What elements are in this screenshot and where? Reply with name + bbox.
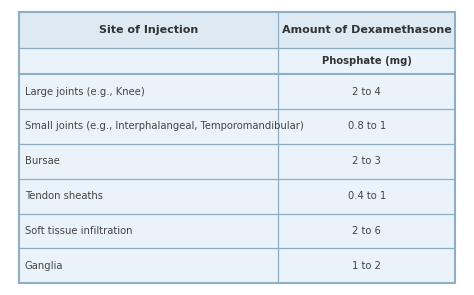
Text: 1 to 2: 1 to 2 xyxy=(352,261,381,271)
Bar xyxy=(19,109,278,144)
Bar xyxy=(19,248,278,283)
Bar xyxy=(278,214,455,248)
Text: 0.8 to 1: 0.8 to 1 xyxy=(347,122,386,132)
Text: Ganglia: Ganglia xyxy=(25,261,63,271)
Text: Tendon sheaths: Tendon sheaths xyxy=(25,191,103,201)
Text: Site of Injection: Site of Injection xyxy=(99,25,198,35)
Text: Small joints (e.g., Interphalangeal, Temporomandibular): Small joints (e.g., Interphalangeal, Tem… xyxy=(25,122,303,132)
Bar xyxy=(19,214,278,248)
Bar xyxy=(19,48,278,74)
Text: Large joints (e.g., Knee): Large joints (e.g., Knee) xyxy=(25,87,145,97)
Text: 2 to 4: 2 to 4 xyxy=(352,87,381,97)
Bar xyxy=(19,144,278,179)
Text: Amount of Dexamethasone: Amount of Dexamethasone xyxy=(282,25,452,35)
Bar xyxy=(278,248,455,283)
Bar xyxy=(278,109,455,144)
Text: Bursae: Bursae xyxy=(25,156,60,166)
Text: Phosphate (mg): Phosphate (mg) xyxy=(322,56,412,66)
Text: 2 to 3: 2 to 3 xyxy=(352,156,381,166)
Bar xyxy=(19,179,278,214)
Text: 2 to 6: 2 to 6 xyxy=(352,226,381,236)
Bar xyxy=(278,179,455,214)
Bar xyxy=(19,12,278,48)
Bar xyxy=(278,48,455,74)
Bar xyxy=(19,74,278,109)
Bar xyxy=(278,74,455,109)
Bar xyxy=(278,144,455,179)
Bar xyxy=(278,12,455,48)
Text: Soft tissue infiltration: Soft tissue infiltration xyxy=(25,226,132,236)
Text: 0.4 to 1: 0.4 to 1 xyxy=(347,191,386,201)
